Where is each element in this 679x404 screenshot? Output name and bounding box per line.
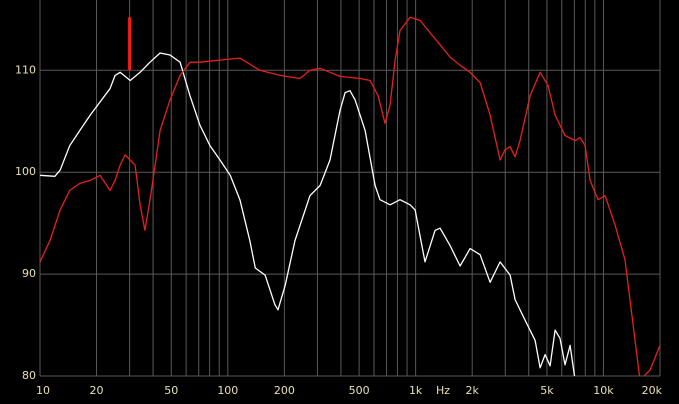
x-tick-label: 5k: [540, 384, 554, 397]
x-axis-label: Hz: [436, 384, 450, 397]
x-tick-label: 10k: [593, 384, 614, 397]
x-tick-label: 500: [349, 384, 370, 397]
y-tick-label: 90: [22, 267, 36, 280]
x-tick-label: 50: [164, 384, 178, 397]
y-tick-label: 110: [15, 63, 36, 76]
y-tick-label: 100: [15, 165, 36, 178]
x-tick-label: 200: [274, 384, 295, 397]
grid: [39, 0, 661, 377]
x-tick-label: 20k: [642, 384, 663, 397]
response-line: [40, 52, 576, 376]
x-tick-label: 2k: [465, 384, 479, 397]
x-tick-label: 100: [217, 384, 238, 397]
plot-area: [40, 16, 660, 376]
x-tick-label: 1k: [409, 384, 423, 397]
axis-labels: Hz 10 20 50 100 200 500 1k 2k 5k 10k 20k 80 90 100 110: [15, 63, 663, 397]
y-tick-label: 80: [22, 369, 36, 382]
x-tick-label: 10: [36, 384, 50, 397]
response-line: [40, 16, 660, 376]
x-tick-label: 20: [90, 384, 104, 397]
